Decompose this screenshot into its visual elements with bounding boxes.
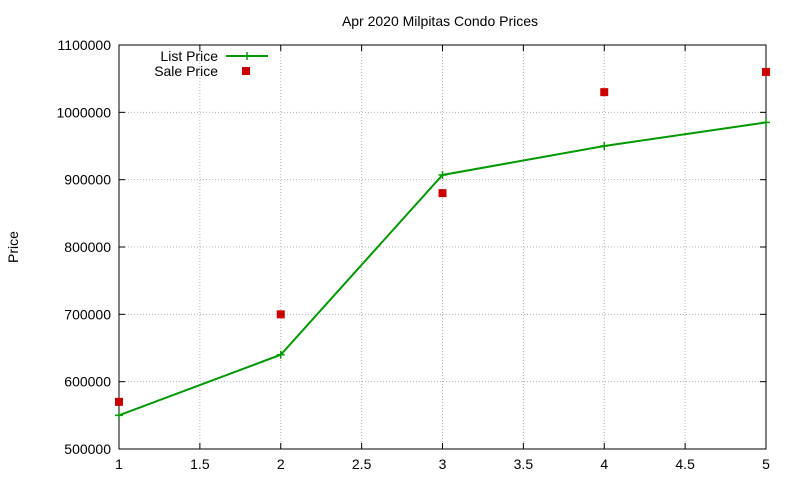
sale-price-point (276, 310, 285, 319)
x-tick-label: 2.5 (352, 456, 372, 472)
y-tick-label: 1000000 (56, 104, 111, 120)
sale-price-point (600, 88, 609, 97)
x-tick-label: 4.5 (675, 456, 695, 472)
x-tick-label: 2 (277, 456, 285, 472)
y-tick-label: 800000 (64, 239, 111, 255)
y-tick-label: 900000 (64, 172, 111, 188)
list-price-point (276, 350, 285, 359)
legend-marker-sale-price (242, 67, 250, 75)
data-series (115, 67, 770, 420)
series-list-price (115, 118, 770, 420)
x-tick-label: 5 (762, 456, 770, 472)
chart-title: Apr 2020 Milpitas Condo Prices (342, 13, 538, 29)
legend-label-list-price: List Price (160, 48, 218, 64)
x-tick-label: 4 (600, 456, 608, 472)
x-tick-label: 1.5 (190, 456, 210, 472)
x-tick-label: 1 (115, 456, 123, 472)
x-tick-label: 3 (439, 456, 447, 472)
axis-ticks: 1 1.5 2 2.5 3 3.5 4 4.5 5 500000 600000 700000 80000… (56, 37, 770, 472)
sale-price-point (762, 67, 770, 76)
legend-marker-list-price (243, 52, 251, 60)
list-price-line (118, 121, 767, 417)
grid-lines (119, 45, 766, 449)
y-tick-label: 500000 (64, 441, 111, 457)
list-price-point (438, 170, 447, 179)
list-price-point (762, 118, 770, 127)
x-tick-label: 3.5 (514, 456, 534, 472)
sale-price-point (438, 189, 447, 198)
y-tick-label: 700000 (64, 306, 111, 322)
y-tick-label: 600000 (64, 374, 111, 390)
y-axis-label: Price (5, 231, 21, 263)
legend-label-sale-price: Sale Price (154, 63, 218, 79)
list-price-point (600, 142, 609, 150)
list-price-point (115, 411, 123, 420)
y-tick-label: 1100000 (58, 37, 112, 53)
series-sale-price (115, 67, 770, 406)
sale-price-point (115, 397, 123, 406)
